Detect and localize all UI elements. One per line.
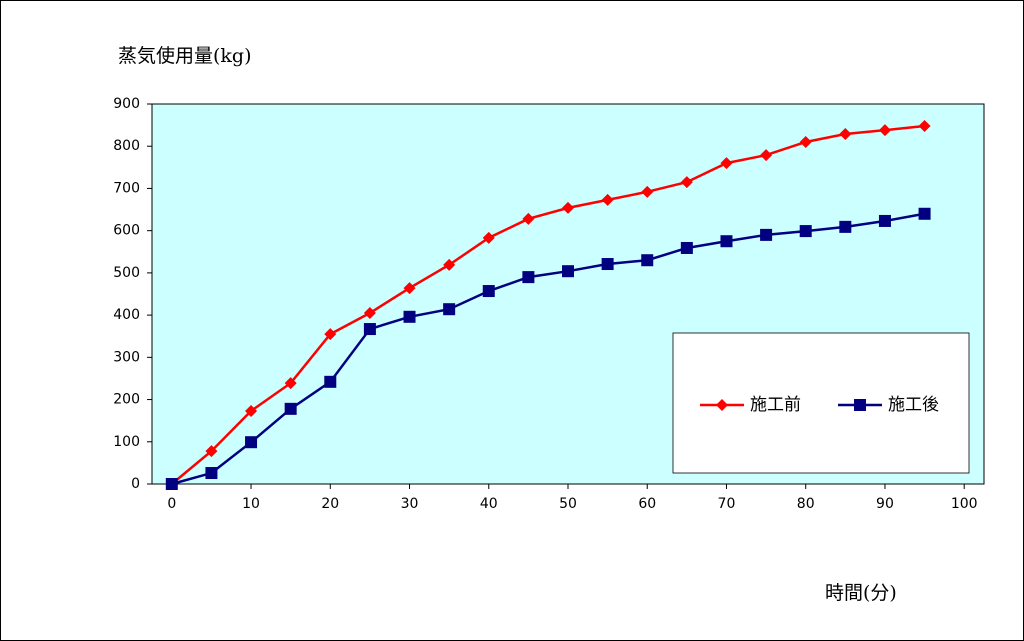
- x-axis-title: 時間(分): [825, 582, 897, 604]
- data-point: [324, 328, 337, 341]
- data-point: [324, 375, 337, 388]
- data-point: [363, 323, 376, 336]
- data-point: [878, 124, 891, 137]
- data-point: [205, 445, 218, 458]
- data-point: [165, 478, 178, 490]
- data-point: [562, 201, 574, 214]
- x-tick-label: 80: [797, 496, 815, 512]
- y-tick-label: 0: [131, 476, 140, 492]
- data-point: [284, 402, 297, 415]
- data-point: [284, 377, 297, 390]
- data-point: [601, 193, 614, 206]
- data-point: [522, 212, 535, 225]
- data-point: [720, 157, 733, 170]
- legend-marker: [716, 399, 728, 411]
- data-point: [205, 467, 218, 480]
- data-point: [443, 258, 456, 271]
- data-point: [918, 119, 931, 132]
- x-tick-label: 60: [638, 496, 656, 512]
- data-point: [601, 258, 614, 271]
- data-point: [403, 310, 416, 323]
- y-tick-label: 900: [113, 96, 140, 112]
- data-point: [839, 220, 852, 233]
- y-tick-label: 600: [113, 223, 140, 239]
- data-point: [760, 228, 773, 241]
- data-point: [760, 149, 773, 162]
- x-tick-label: 30: [401, 496, 419, 512]
- y-tick-label: 400: [113, 307, 140, 323]
- data-point: [680, 241, 693, 254]
- data-point: [245, 436, 258, 449]
- x-tick-label: 20: [321, 496, 339, 512]
- y-tick-label: 300: [113, 349, 140, 365]
- data-point: [878, 214, 891, 227]
- x-tick-label: 90: [876, 496, 894, 512]
- x-tick-label: 0: [167, 496, 176, 512]
- data-point: [363, 307, 376, 319]
- data-point: [245, 404, 258, 417]
- data-point: [482, 285, 495, 298]
- x-tick-label: 70: [718, 496, 736, 512]
- y-tick-label: 100: [113, 434, 140, 450]
- x-tick-label: 50: [559, 496, 577, 512]
- data-point: [641, 185, 654, 198]
- data-point: [641, 254, 654, 267]
- legend-label: 施工前: [750, 395, 801, 415]
- y-tick-label: 700: [113, 180, 140, 196]
- x-tick-label: 100: [951, 496, 978, 512]
- data-point: [482, 231, 495, 244]
- data-point: [918, 207, 931, 220]
- data-point: [799, 225, 812, 238]
- data-point: [680, 176, 693, 189]
- y-tick-label: 200: [113, 392, 140, 408]
- y-axis-title: 蒸気使用量(kg): [118, 45, 252, 67]
- x-tick-label: 10: [242, 496, 260, 512]
- legend-marker: [854, 399, 866, 411]
- legend-label: 施工後: [888, 395, 939, 415]
- y-tick-label: 800: [113, 138, 140, 154]
- data-point: [799, 136, 812, 148]
- data-point: [403, 282, 416, 295]
- data-point: [443, 303, 456, 316]
- x-tick-label: 40: [480, 496, 498, 512]
- y-tick-label: 500: [113, 265, 140, 281]
- series-line: [171, 124, 925, 485]
- data-point: [720, 235, 733, 248]
- data-point: [839, 127, 852, 140]
- data-point: [522, 271, 535, 284]
- data-point: [562, 265, 574, 278]
- series-line: [171, 212, 925, 486]
